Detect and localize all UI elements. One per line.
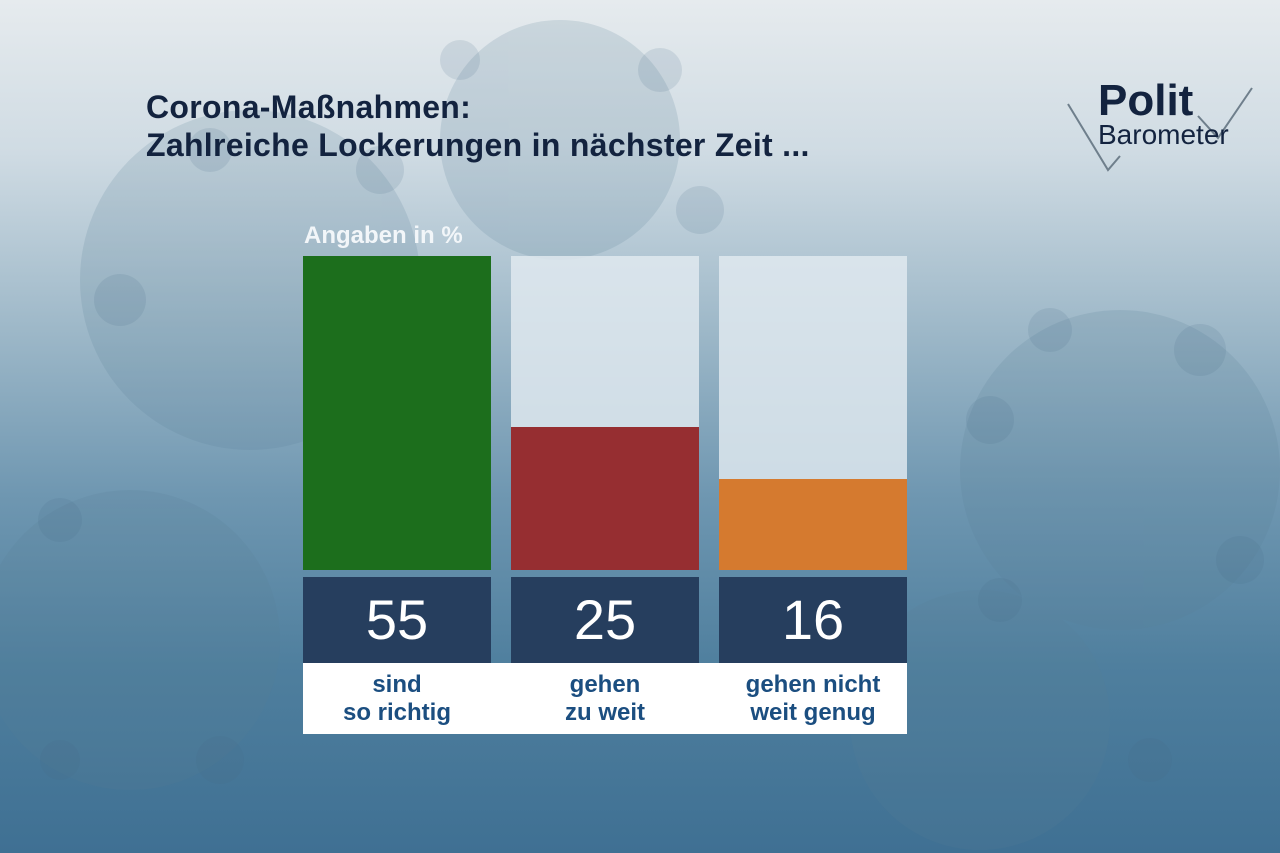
logo-polit-text: Polit	[1098, 76, 1194, 125]
bar-value-label: 55	[303, 577, 491, 663]
bar	[511, 427, 699, 570]
unit-label: Angaben in %	[304, 222, 463, 249]
bar	[303, 256, 491, 570]
bar-track	[719, 256, 907, 570]
logo-checkmark-icon	[1067, 87, 1253, 172]
category-label: sind so richtig	[303, 663, 491, 734]
bar-chart: 55 sind so richtig 25 gehen zu weit 16 gehen ni…	[303, 256, 907, 736]
label-gap	[491, 663, 511, 734]
category-label-line: gehen	[569, 670, 641, 698]
category-label-line: zu weit	[564, 698, 645, 726]
category-label-line: sind	[372, 670, 422, 698]
chart-title-line-2: Zahlreiche Lockerungen in nächster Zeit …	[146, 127, 810, 163]
logo-barometer-text: Barometer	[1098, 119, 1229, 150]
bar-column: 55 sind so richtig	[303, 256, 491, 736]
category-label: gehen zu weit	[511, 663, 699, 734]
bar-column: 25 gehen zu weit	[511, 256, 699, 736]
category-label-line: gehen nicht	[745, 670, 881, 698]
category-label-line: so richtig	[342, 698, 451, 726]
bar-value-label: 16	[719, 577, 907, 663]
bar-value-label: 25	[511, 577, 699, 663]
category-label: gehen nicht weit genug	[719, 663, 907, 734]
bar	[719, 479, 907, 570]
politbarometer-logo: Polit Barometer	[1062, 76, 1262, 176]
category-label-line: weit genug	[750, 698, 876, 726]
chart-title-line-1: Corona-Maßnahmen:	[146, 89, 472, 125]
bar-column: 16 gehen nicht weit genug	[719, 256, 907, 736]
chart-title: Corona-Maßnahmen: Zahlreiche Lockerungen…	[146, 88, 810, 164]
bar-track	[511, 256, 699, 570]
label-gap	[699, 663, 719, 734]
bar-track	[303, 256, 491, 570]
